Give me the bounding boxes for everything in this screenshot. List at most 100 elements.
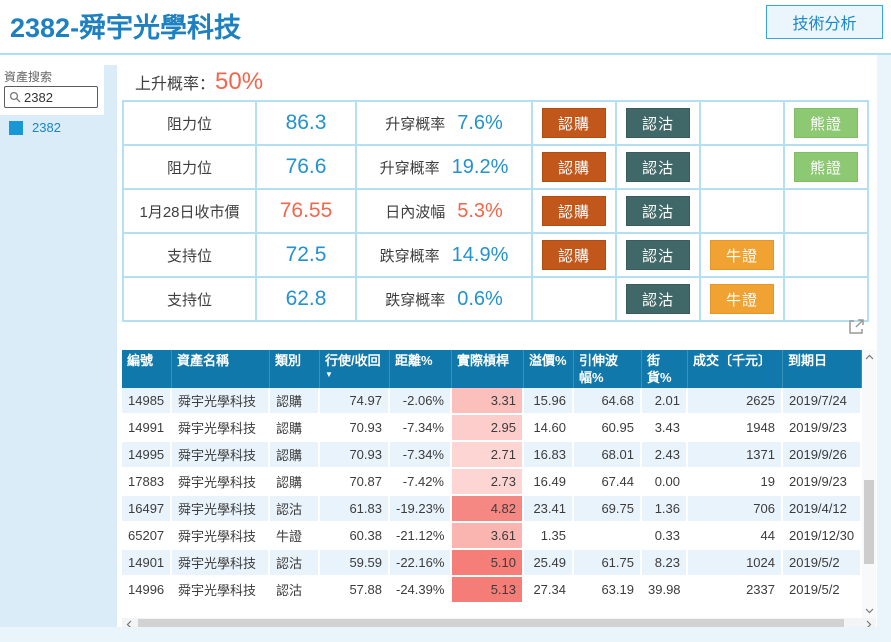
column-header[interactable]: 街貨% [642,350,688,388]
table-cell: 3.61 [452,523,524,550]
table-cell: 1.36 [642,496,688,523]
table-cell: 8.23 [642,550,688,577]
table-cell: 19 [688,469,783,496]
level-probability: 升穿概率 7.6% [355,100,533,146]
expand-icon[interactable] [846,316,868,338]
up-probability: 上升概率： 50% [135,68,263,96]
column-header[interactable]: 到期日 [783,350,862,388]
column-header[interactable]: 距離% [390,350,452,388]
bottom-margin-strip [0,627,891,642]
column-header[interactable]: 實際槓桿 [452,350,524,388]
table-cell: 舜宇光學科技 [172,550,270,577]
call-button[interactable]: 認購 [542,152,606,182]
level-label: 1月28日收市價 [122,188,257,234]
put-button[interactable]: 認沽 [626,108,690,138]
table-row[interactable]: 14996 舜宇光學科技 認沽 57.88 -24.39% 5.13 27.34 63.19 3… [122,577,862,604]
column-header[interactable]: 類別 [270,350,320,388]
table-cell: 14901 [122,550,172,577]
column-header[interactable]: 引伸波幅% [574,350,642,388]
search-icon [9,91,21,103]
table-cell: 57.88 [320,577,390,604]
put-button[interactable]: 認沽 [626,152,690,182]
right-margin-strip [877,55,891,642]
table-cell: 認購 [270,442,320,469]
horizontal-scroll-thumb[interactable] [138,619,844,630]
asset-checkbox[interactable] [9,120,23,135]
level-value: 62.8 [255,276,357,322]
table-cell [574,523,642,550]
put-button[interactable]: 認沽 [626,196,690,226]
level-value: 86.3 [255,100,357,146]
level-probability: 升穿概率 19.2% [355,144,533,190]
table-cell: -7.42% [390,469,452,496]
search-input[interactable] [24,89,84,105]
table-cell: 60.38 [320,523,390,550]
probability-label: 升穿概率 [379,159,440,177]
technical-analysis-button[interactable]: 技術分析 [766,5,883,39]
level-button-cell: 認沽 [615,232,701,278]
column-header[interactable]: 行使/收回 ▼ [320,350,390,388]
level-value: 72.5 [255,232,357,278]
table-cell: 2019/5/2 [783,550,862,577]
table-row[interactable]: 17883 舜宇光學科技 認購 70.87 -7.42% 2.73 16.49 67.44 0.… [122,469,862,496]
table-cell: 3.31 [452,388,524,415]
put-button[interactable]: 認沽 [626,284,690,314]
table-cell: 認購 [270,388,320,415]
table-cell: 14991 [122,415,172,442]
scroll-right-icon[interactable] [862,620,876,629]
call-button[interactable]: 認購 [542,240,606,270]
level-row: 支持位 62.8 跌穿概率 0.6% 認沽 牛證 [122,276,869,322]
table-cell: 1024 [688,550,783,577]
table-cell: 2.95 [452,415,524,442]
vertical-scroll-thumb[interactable] [864,480,874,564]
bear-button[interactable]: 熊證 [794,152,858,182]
table-cell: 67.44 [574,469,642,496]
scroll-up-icon[interactable] [865,350,874,364]
probability-label: 升穿概率 [385,115,446,133]
table-row[interactable]: 65207 舜宇光學科技 牛證 60.38 -21.12% 3.61 1.35 0.33 44 2… [122,523,862,550]
table-cell: 25.49 [524,550,574,577]
probability-label: 日內波幅 [385,203,446,221]
column-header[interactable]: 成交〔千元〕 [688,350,783,388]
table-cell: 60.95 [574,415,642,442]
level-button-cell [699,100,785,146]
table-header-row: 編號 資產名稱 類別 行使/收回 ▼ 距離% 實際槓桿 溢價% 引伸波幅% 街貨% 成交〔千元〕 到期… [122,350,862,388]
level-button-cell: 認購 [531,100,617,146]
table-cell: -2.06% [390,388,452,415]
level-row: 阻力位 76.6 升穿概率 19.2% 認購 認沽 熊證 [122,144,869,190]
table-row[interactable]: 14901 舜宇光學科技 認沽 59.59 -22.16% 5.10 25.49 61.75 8… [122,550,862,577]
level-button-cell: 熊證 [783,144,869,190]
table-cell: 舜宇光學科技 [172,496,270,523]
table-cell: 2625 [688,388,783,415]
table-cell: 3.43 [642,415,688,442]
call-button[interactable]: 認購 [542,108,606,138]
scroll-down-icon[interactable] [865,604,874,618]
bull-button[interactable]: 牛證 [710,240,774,270]
column-header[interactable]: 編號 [122,350,172,388]
put-button[interactable]: 認沽 [626,240,690,270]
table-row[interactable]: 14991 舜宇光學科技 認購 70.93 -7.34% 2.95 14.60 60.95 3.… [122,415,862,442]
table-row[interactable]: 14985 舜宇光學科技 認購 74.97 -2.06% 3.31 15.96 64.68 2.… [122,388,862,415]
up-probability-label: 上升概率： [135,76,216,93]
bear-button[interactable]: 熊證 [794,108,858,138]
level-label: 阻力位 [122,100,257,146]
scroll-left-icon[interactable] [122,620,136,629]
table-cell: 74.97 [320,388,390,415]
table-cell: 認沽 [270,577,320,604]
asset-filter-item[interactable]: 2382 [9,120,61,135]
level-row: 1月28日收市價 76.55 日內波幅 5.3% 認購 認沽 [122,188,869,234]
bull-button[interactable]: 牛證 [710,284,774,314]
up-probability-value: 50% [215,68,264,95]
table-cell: 14.60 [524,415,574,442]
table-cell: 4.82 [452,496,524,523]
table-row[interactable]: 16497 舜宇光學科技 認沽 61.83 -19.23% 4.82 23.41 69.75 1… [122,496,862,523]
table-cell: 5.13 [452,577,524,604]
column-header[interactable]: 溢價% [524,350,574,388]
warrants-table: 編號 資產名稱 類別 行使/收回 ▼ 距離% 實際槓桿 溢價% 引伸波幅% 街貨% 成交〔千元〕 到期… [122,350,862,604]
table-cell: 61.75 [574,550,642,577]
column-header[interactable]: 資產名稱 [172,350,270,388]
table-cell: -24.39% [390,577,452,604]
table-row[interactable]: 14995 舜宇光學科技 認購 70.93 -7.34% 2.71 16.83 68.01 2.… [122,442,862,469]
call-button[interactable]: 認購 [542,196,606,226]
